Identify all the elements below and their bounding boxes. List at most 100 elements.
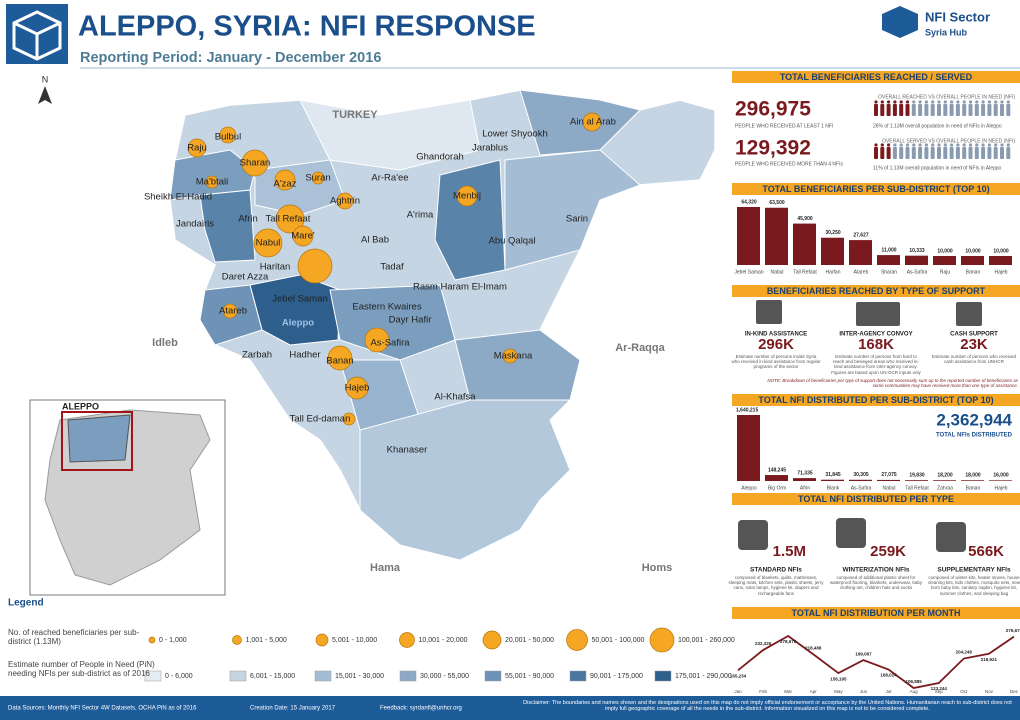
person-icon — [981, 104, 986, 116]
person-icon — [1006, 147, 1011, 159]
person-icon — [955, 147, 960, 159]
map-label: Ar-Raqqa — [615, 342, 665, 354]
person-icon — [887, 100, 891, 104]
person-icon — [975, 143, 979, 147]
person-icon — [1000, 147, 1004, 159]
person-icon — [899, 147, 904, 159]
footer-bar — [0, 696, 1020, 720]
value-label: 45,900 — [797, 216, 813, 222]
x-tick-label: As-Safira — [851, 485, 872, 491]
map-symbol — [219, 126, 237, 144]
person-icon — [918, 100, 922, 104]
value-label: 156,195 — [830, 676, 847, 681]
person-icon — [981, 100, 985, 104]
x-tick-label: Jul — [886, 689, 892, 694]
map-symbol — [275, 204, 305, 234]
value-label: 27,075 — [881, 472, 897, 478]
legend-label: 175,001 - 290,000 — [675, 673, 732, 680]
bar — [877, 479, 900, 481]
value-label: 219,921 — [981, 657, 998, 662]
district — [329, 284, 456, 361]
value-label: 64,320 — [741, 199, 757, 205]
map-label: A'rima — [407, 210, 434, 221]
value-label: 218,488 — [805, 645, 822, 650]
x-tick-label: Hajeb — [994, 269, 1007, 275]
map-symbol — [253, 228, 283, 258]
subtitle: Reporting Period: January - December 201… — [80, 50, 381, 66]
x-tick-label: Sep — [935, 689, 944, 694]
value-label: 232,326 — [755, 641, 772, 646]
legend-label: 0 - 6,000 — [165, 673, 193, 680]
person-icon — [943, 143, 947, 147]
person-icon — [918, 104, 923, 116]
x-tick-label: Blank — [827, 485, 840, 491]
legend-swatch — [484, 670, 502, 682]
person-icon — [1000, 100, 1004, 104]
legend-label: 1,001 - 5,000 — [246, 637, 287, 644]
legend-label: 15,001 - 30,000 — [335, 673, 384, 680]
nfi-label: SUPPLEMENTARY NFIs — [937, 567, 1011, 574]
person-icon — [937, 100, 941, 104]
map-label: Ain al Arab — [570, 117, 616, 128]
person-icon — [943, 100, 947, 104]
person-icon — [937, 104, 941, 116]
logo-subtitle: Syria Hub — [925, 27, 968, 37]
x-tick-label: Harfan — [825, 269, 840, 275]
legend-symbol — [232, 635, 242, 645]
map-label: Mare' — [291, 231, 315, 242]
big-number: 296,975 — [735, 98, 811, 121]
person-icon — [880, 104, 885, 116]
map-label: Jandairis — [176, 219, 214, 230]
person-icon — [905, 104, 910, 116]
caption: 26% of 1.13M overall population in need … — [873, 123, 1002, 129]
x-tick-label: Banan — [966, 269, 981, 275]
x-tick-label: Banan — [966, 485, 981, 491]
x-tick-label: Atareb — [854, 269, 869, 275]
bar — [905, 255, 928, 265]
caption: PEOPLE WHO RECEIVED AT LEAST 1 NFI — [735, 123, 833, 129]
x-tick-label: Apr — [810, 689, 818, 694]
legend-label: 10,001 - 20,000 — [419, 637, 468, 644]
person-icon — [994, 100, 998, 104]
person-icon — [918, 147, 923, 159]
map-symbol — [311, 171, 325, 185]
note: NOTE: Breakdown of beneficiaries per typ… — [767, 378, 1018, 389]
person-icon — [1006, 100, 1010, 104]
footer-text: Data Sources: Monthly NFI Sector 4W Data… — [8, 706, 197, 712]
x-tick-label: Nabul — [882, 485, 895, 491]
district — [504, 149, 641, 271]
person-icon — [943, 104, 948, 116]
support-description: Estimate number of persons from hard to … — [831, 354, 921, 375]
map-label: Ar-Ra'ee — [371, 173, 408, 184]
person-icon — [899, 143, 903, 147]
value-label: 10,000 — [965, 248, 981, 254]
map-label: Rasm Haram El-Imam — [413, 282, 507, 293]
map-label: Jebel Saman — [272, 294, 327, 305]
map-label: Bulbul — [215, 132, 241, 143]
x-tick-label: Sharan — [881, 269, 897, 275]
person-icon — [1000, 143, 1004, 147]
map-label: Menbij — [453, 191, 481, 202]
person-icon — [924, 100, 929, 104]
person-icon — [943, 147, 948, 159]
bar — [989, 480, 1012, 481]
x-tick-label: May — [834, 689, 843, 694]
map-symbol — [292, 225, 314, 247]
x-tick-label: Feb — [759, 689, 767, 694]
value-label: 10,333 — [909, 248, 925, 254]
person-icon — [981, 143, 985, 147]
map-symbol — [456, 185, 478, 207]
legend-swatch — [654, 670, 672, 682]
bar — [737, 207, 760, 265]
value-label: 18,000 — [965, 473, 981, 479]
bar — [793, 478, 816, 481]
value-label: 1,640,215 — [736, 407, 758, 413]
map-label: Aleppo — [282, 318, 314, 329]
person-icon — [886, 104, 891, 116]
person-icon — [930, 104, 935, 116]
district — [169, 149, 256, 201]
x-tick-label: Zahraa — [937, 485, 953, 491]
map-label: Hadher — [289, 350, 320, 361]
bar — [961, 255, 984, 265]
